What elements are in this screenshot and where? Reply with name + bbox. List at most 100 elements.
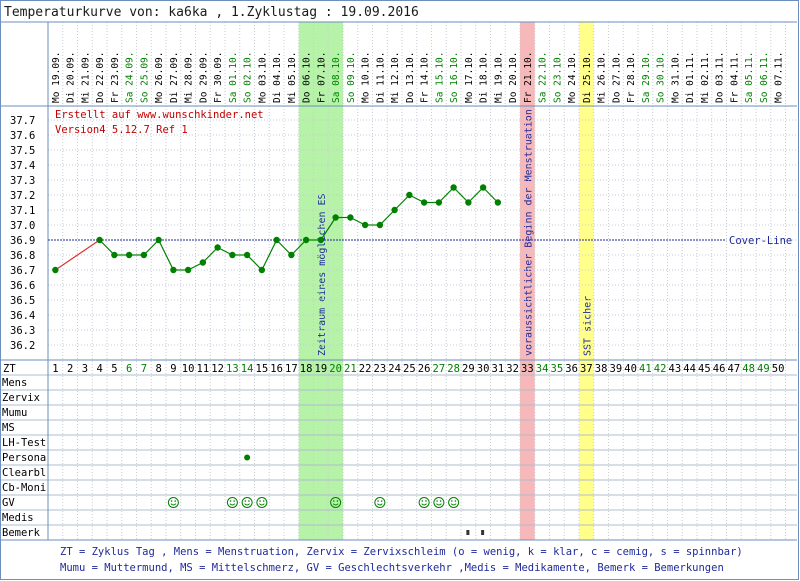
band-label: SST sicher (582, 296, 593, 356)
date-label: So 09.10. (346, 52, 357, 103)
cycle-day-row: ZT 1 2 3 4 5 6 7 8 9 10 11 12 13 14 15 16 17 18 19 20 21 22 23 2… (3, 363, 784, 375)
chart-grid (0, 22, 797, 541)
cycle-day-number: 18 (300, 363, 313, 375)
smiley-face (226, 497, 238, 508)
persona-marker (244, 454, 251, 461)
y-tick-label: 36.6 (10, 280, 35, 292)
date-label: Fr 30.09. (213, 52, 224, 103)
smiley-face (374, 497, 386, 508)
date-label: Mo 07.11. (774, 52, 785, 103)
row-label: Medis (2, 512, 34, 524)
date-label: So 02.10. (243, 52, 254, 103)
temperature-point (361, 221, 369, 229)
row-label: Zervix (2, 392, 40, 404)
temperature-segment (467, 187, 484, 203)
smiley-mouth (436, 503, 442, 506)
gv-smiley-icon (433, 497, 445, 508)
row-label: LH-Test (2, 437, 46, 449)
date-label: Mo 24.10. (567, 52, 578, 103)
temperature-point (140, 251, 148, 259)
date-label: So 30.10. (656, 52, 667, 103)
cycle-day-number: 16 (270, 363, 283, 375)
cycle-day-number: 9 (170, 363, 176, 375)
row-label: Persona (2, 452, 46, 464)
band-label: Zeitraum eines möglichen ES (317, 193, 328, 356)
gv-smiley-icon (448, 497, 460, 508)
cycle-day-number: 15 (256, 363, 269, 375)
smiley-mouth (377, 503, 383, 506)
cycle-day-number: 2 (67, 363, 73, 375)
temperature-point (376, 221, 384, 229)
legend-line-2: Mumu = Muttermund, MS = Mittelschmerz, G… (60, 562, 724, 574)
smiley-eye (439, 500, 442, 502)
smiley-eye (436, 500, 438, 502)
cycle-day-number: 36 (565, 363, 578, 375)
smiley-mouth (259, 503, 265, 506)
date-label: Sa 01.10. (228, 52, 239, 103)
date-label: Mo 17.10. (464, 52, 475, 103)
cycle-day-number: 41 (639, 363, 652, 375)
temperature-segment (290, 239, 307, 256)
smiley-mouth (421, 503, 427, 506)
smiley-eye (229, 500, 232, 502)
cycle-day-number: 46 (713, 363, 726, 375)
temperature-point (288, 251, 295, 259)
date-label: Mi 26.10. (597, 52, 608, 103)
temperature-point (199, 259, 207, 266)
temperature-point (420, 199, 428, 206)
temperature-point (184, 266, 192, 274)
cycle-day-number: 22 (359, 363, 372, 375)
date-label: Mo 26.09. (154, 52, 165, 103)
temperature-point (479, 184, 487, 191)
row-label: Cb-Moni (2, 482, 46, 494)
gv-smiley-icon (374, 497, 386, 508)
row-label: Mumu (2, 407, 27, 419)
temperature-segment (261, 239, 278, 271)
cycle-day-number: 38 (595, 363, 608, 375)
smiley-eye (248, 500, 250, 502)
smiley-eye (333, 500, 335, 502)
cycle-day-number: 33 (521, 363, 534, 375)
remark-marker-icon (466, 530, 470, 535)
temperature-segment (482, 187, 499, 203)
date-header: Mo 19.09. Di 20.09. Mi 21.09. Do 22.09. Fr 2… (51, 52, 785, 103)
temperature-series (52, 184, 502, 274)
tracking-rows: Mens Zervix Mumu MS LH-Test Persona Clearbl Cb-… (2, 377, 485, 539)
temperature-point (125, 251, 133, 259)
temperature-segment (246, 254, 263, 271)
credit-line-1: Erstellt auf www.wunschkinder.net (55, 109, 264, 121)
cycle-day-number: 21 (344, 363, 357, 375)
band (520, 22, 535, 540)
row-label: Mens (2, 377, 27, 389)
cycle-day-number: 32 (506, 363, 519, 375)
cycle-day-number: 6 (126, 363, 132, 375)
y-tick-label: 37.4 (10, 160, 35, 172)
date-label: Di 01.11. (685, 52, 696, 103)
cycle-day-number: 50 (772, 363, 785, 375)
date-label: Di 04.10. (272, 52, 283, 103)
smiley-eye (262, 500, 265, 502)
date-label: Sa 29.10. (641, 52, 652, 103)
temperature-point (214, 244, 221, 251)
smiley-eye (174, 500, 176, 502)
date-label: So 25.09. (139, 52, 150, 103)
cycle-day-number: 27 (433, 363, 446, 375)
temperature-point (243, 251, 251, 259)
cycle-day-number: 42 (654, 363, 667, 375)
y-tick-label: 36.2 (10, 340, 35, 352)
gv-smiley-icon (256, 497, 268, 508)
smiley-face (330, 497, 342, 508)
smiley-face (433, 497, 445, 508)
cycle-day-number: 17 (285, 363, 298, 375)
cycle-day-number: 10 (182, 363, 195, 375)
temperature-point (317, 236, 325, 244)
row-label: MS (2, 422, 15, 434)
date-label: Fr 23.09. (110, 52, 121, 103)
smiley-face (241, 497, 253, 508)
date-label: Mi 28.09. (184, 52, 195, 103)
date-label: Sa 22.10. (538, 52, 549, 103)
smiley-eye (259, 500, 261, 502)
date-label: Di 27.09. (169, 52, 180, 103)
y-tick-label: 37.2 (10, 190, 35, 202)
